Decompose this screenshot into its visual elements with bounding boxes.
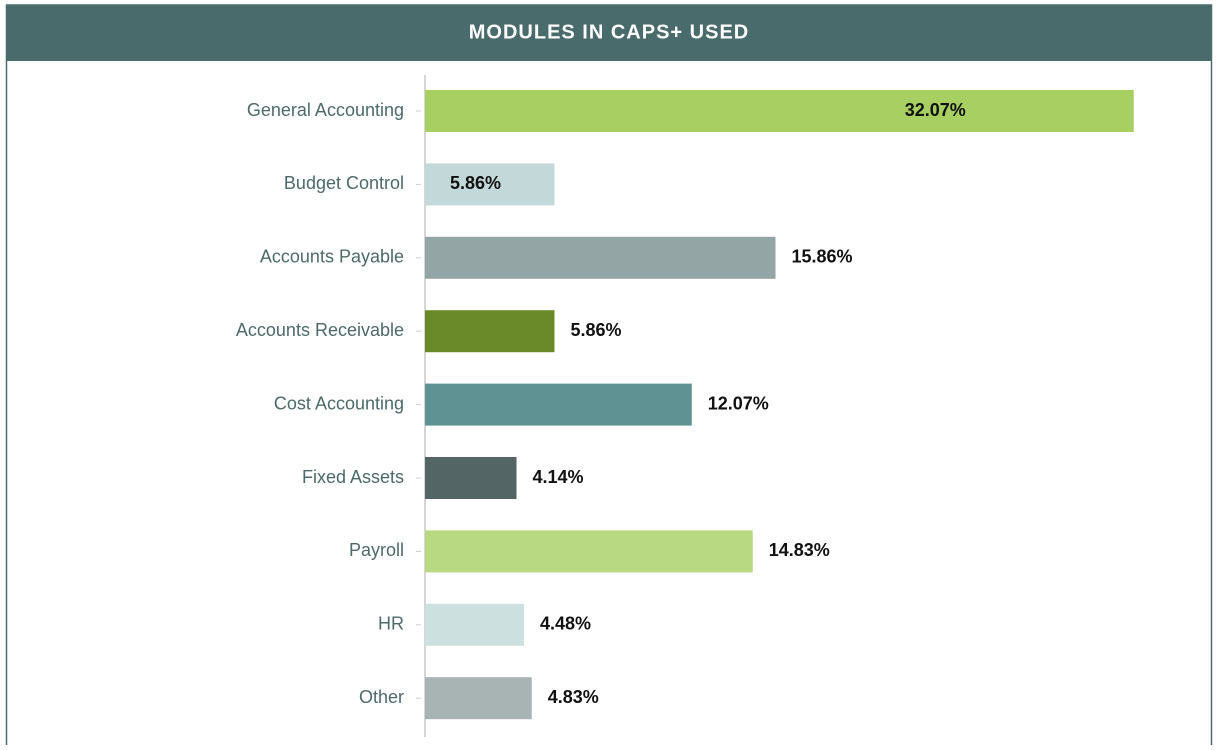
category-label: Cost Accounting	[274, 393, 404, 413]
bar	[425, 530, 753, 573]
bar	[425, 163, 555, 206]
bar	[425, 383, 692, 426]
data-label: 32.07%	[905, 100, 966, 120]
category-label: Fixed Assets	[302, 467, 404, 487]
header-band	[6, 5, 1212, 61]
data-label: 4.48%	[540, 614, 591, 634]
chart-title: MODULES IN CAPS+ USED	[469, 21, 749, 43]
bar	[425, 90, 1134, 132]
category-label: HR	[378, 614, 404, 634]
data-label: 14.83%	[769, 540, 830, 560]
bar	[425, 457, 517, 499]
bar	[425, 310, 555, 353]
data-label: 4.14%	[532, 467, 583, 487]
bar	[425, 677, 532, 720]
data-label: 5.86%	[450, 173, 501, 193]
category-label: Accounts Receivable	[236, 320, 404, 340]
category-label: Other	[359, 687, 404, 707]
data-label: 4.83%	[548, 687, 599, 707]
data-label: 12.07%	[708, 393, 769, 413]
bar	[425, 236, 776, 279]
data-label: 15.86%	[792, 247, 853, 267]
category-label: Budget Control	[284, 173, 404, 193]
data-label: 5.86%	[571, 320, 622, 340]
category-label: Payroll	[349, 540, 404, 560]
category-label: General Accounting	[247, 100, 404, 120]
category-label: Accounts Payable	[260, 247, 404, 267]
bar	[425, 603, 525, 646]
